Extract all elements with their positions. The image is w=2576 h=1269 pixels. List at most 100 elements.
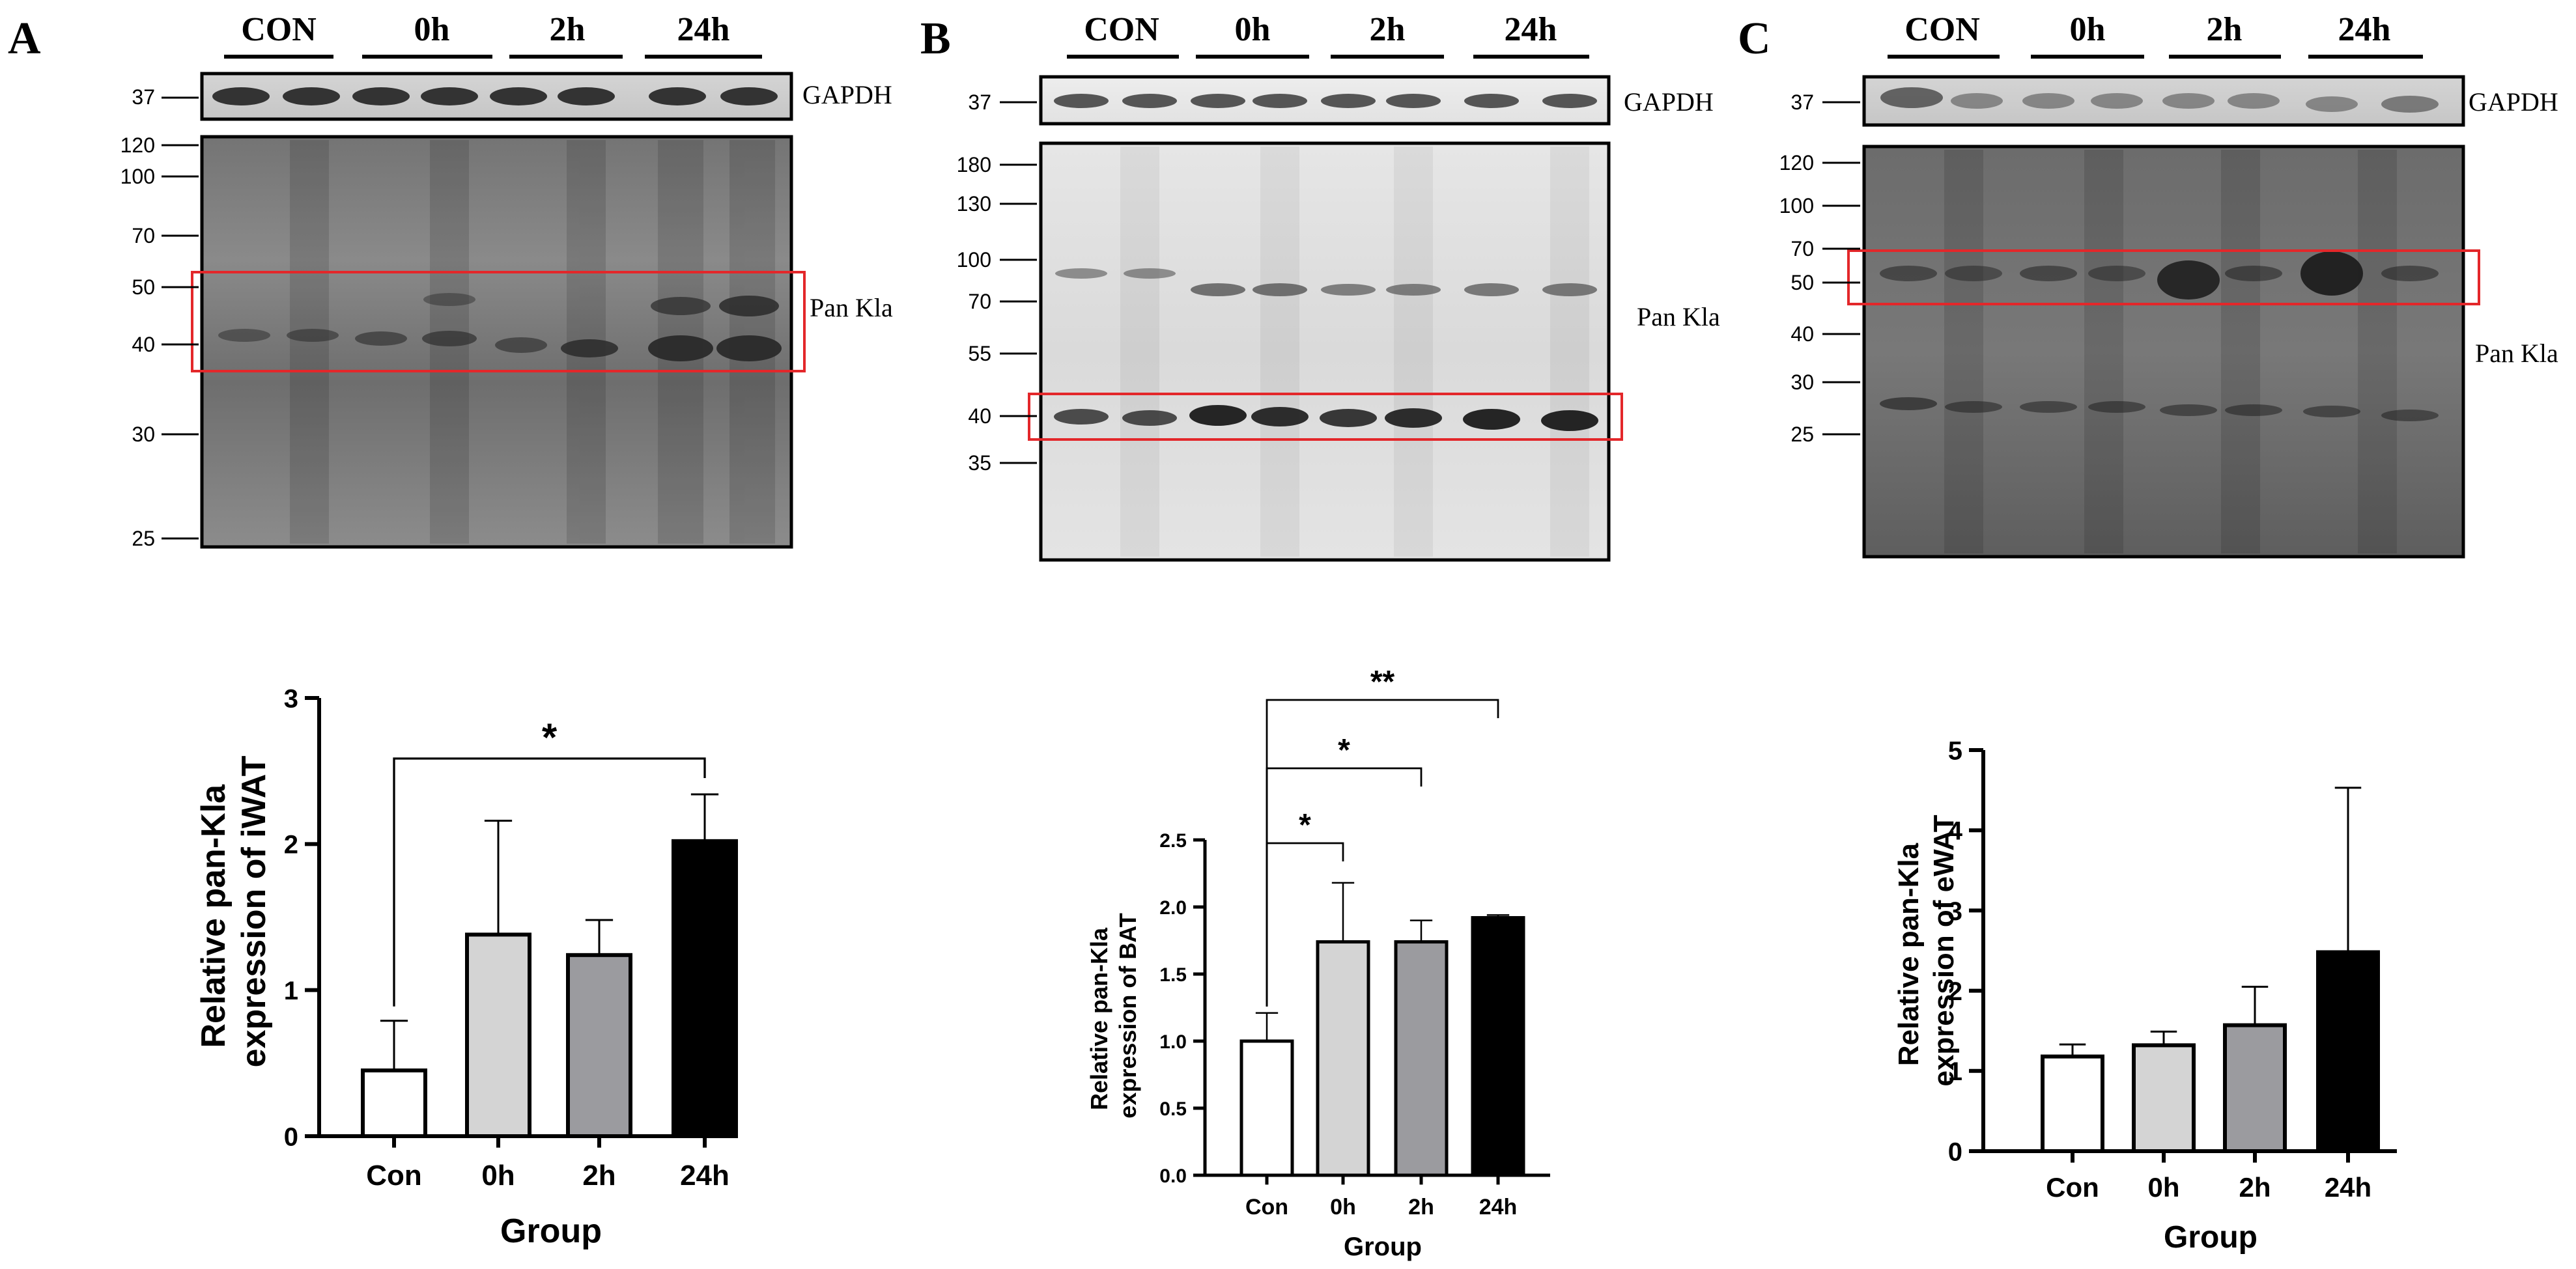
group-label: CON [1904,11,1980,48]
panel-b: B CON 0h 2h 24h GAPDH 37 [920,11,1720,562]
highlight-box [191,271,806,372]
panel-c: C CON 0h 2h 24h GAPDH 37 [1738,11,2558,559]
bar-chart-bat: Relative pan-Kla expression of BAT Group… [1086,665,1550,1261]
significance-label: * [1299,808,1311,843]
group-label: 0h [414,11,450,48]
mw-marker: 55 [968,342,991,365]
gapdh-marker: 37 [132,85,155,109]
ylabel-line: expression of BAT [1114,913,1141,1118]
mw-marker: 50 [132,275,155,299]
chart-xlabel: Group [2164,1220,2258,1255]
y-tick-label: 2 [1948,977,1962,1006]
category-label: 24h [680,1160,729,1192]
significance-label: ** [1370,665,1395,699]
category-label: 2h [1408,1195,1434,1220]
blot-band [2162,93,2215,109]
significance-label: * [1338,733,1350,768]
pan-kla-marker-ticks [162,144,199,540]
blot-band [1189,405,1247,426]
ylabel-line: Relative pan-Kla [1893,843,1925,1066]
blot-band [1385,408,1442,428]
pan-kla-bands [1880,251,2439,421]
bar [1471,915,1525,1177]
category-label: Con [1245,1195,1288,1220]
blot-band [2088,266,2145,281]
pan-kla-markers: 180 130 100 70 55 40 35 [957,153,991,475]
blot-band [1951,93,2003,109]
blot-band [1386,284,1441,296]
pan-kla-40kd-bands [1054,405,1598,431]
group-label: 2h [1370,11,1406,48]
blot-band [1055,268,1107,279]
gapdh-bands [1054,94,1597,108]
pan-kla-blot [1862,145,2465,559]
y-tick-label: 0 [284,1123,298,1151]
blot-band [1191,283,1245,296]
blot-band [2381,266,2439,281]
y-tick-label: 0.0 [1159,1165,1187,1187]
mw-marker: 130 [957,192,991,216]
pan-kla-label: Pan Kla [1637,302,1720,331]
bar [1239,1039,1294,1177]
mw-marker: 120 [1779,151,1814,174]
mw-marker: 70 [968,290,991,313]
blot-band [558,87,615,105]
category-label: 2h [582,1160,616,1192]
bar [2316,950,2380,1153]
y-tick-label: 4 [1948,817,1963,846]
significance-label: * [542,716,558,759]
bar [465,932,531,1139]
blot-band [561,339,618,357]
blot-band [1464,283,1519,296]
group-label: 0h [2070,11,2106,48]
group-label: CON [1084,11,1159,48]
pan-kla-blot [1039,141,1611,562]
group-label: 2h [550,11,586,48]
group-label: 24h [677,11,730,48]
y-tick-label: 1.5 [1159,964,1187,986]
blot-band [422,331,477,346]
blot-band [212,87,270,105]
group-label: CON [241,11,317,48]
highlight-box [1847,249,2480,305]
category-label: 0h [1330,1195,1356,1220]
blot-band [495,337,547,353]
blot-band [1945,266,2002,281]
bar [2132,1043,2196,1153]
y-tick-label: 0 [1948,1137,1962,1166]
blot-lane [1944,150,1983,553]
category-label: 24h [2325,1172,2371,1203]
y-tick-label: 5 [1948,736,1962,765]
blot-band [2160,404,2217,416]
significance-bracket [393,757,706,1007]
mw-marker: 70 [1790,237,1814,260]
mw-marker: 35 [968,451,991,475]
mw-marker: 100 [957,248,991,272]
bar-chart-iwat: Relative pan-Kla expression of iWAT Grou… [195,684,738,1250]
blot-band [2381,410,2439,421]
blot-band [648,335,713,361]
bar-chart-ewat: Relative pan-Kla expression of eWAT Grou… [1893,736,2397,1255]
blot-band [2225,404,2282,416]
bar [1394,940,1449,1177]
gapdh-bands [1880,87,2439,113]
group-label: 0h [1235,11,1271,48]
blot-band [423,293,475,306]
blot-band [1054,94,1109,108]
blot-band [1253,94,1307,108]
bar [361,1068,427,1139]
chart-ylabel: Relative pan-Kla expression of eWAT [1893,815,1960,1086]
blot-band [283,87,340,105]
gapdh-marker: 37 [968,91,991,114]
y-tick-label: 2.5 [1159,830,1187,852]
chart-ylabel: Relative pan-Kla expression of iWAT [195,755,273,1067]
ylabel-line: expression of iWAT [235,755,273,1067]
gapdh-label: GAPDH [802,80,892,109]
mw-marker: 25 [132,527,155,550]
blot-band [1880,87,1943,108]
ylabel-line: expression of eWAT [1928,815,1960,1086]
category-label: Con [2046,1172,2099,1203]
y-tick-label: 2 [284,831,298,859]
blot-band [2300,251,2363,296]
mw-marker: 40 [968,404,991,428]
